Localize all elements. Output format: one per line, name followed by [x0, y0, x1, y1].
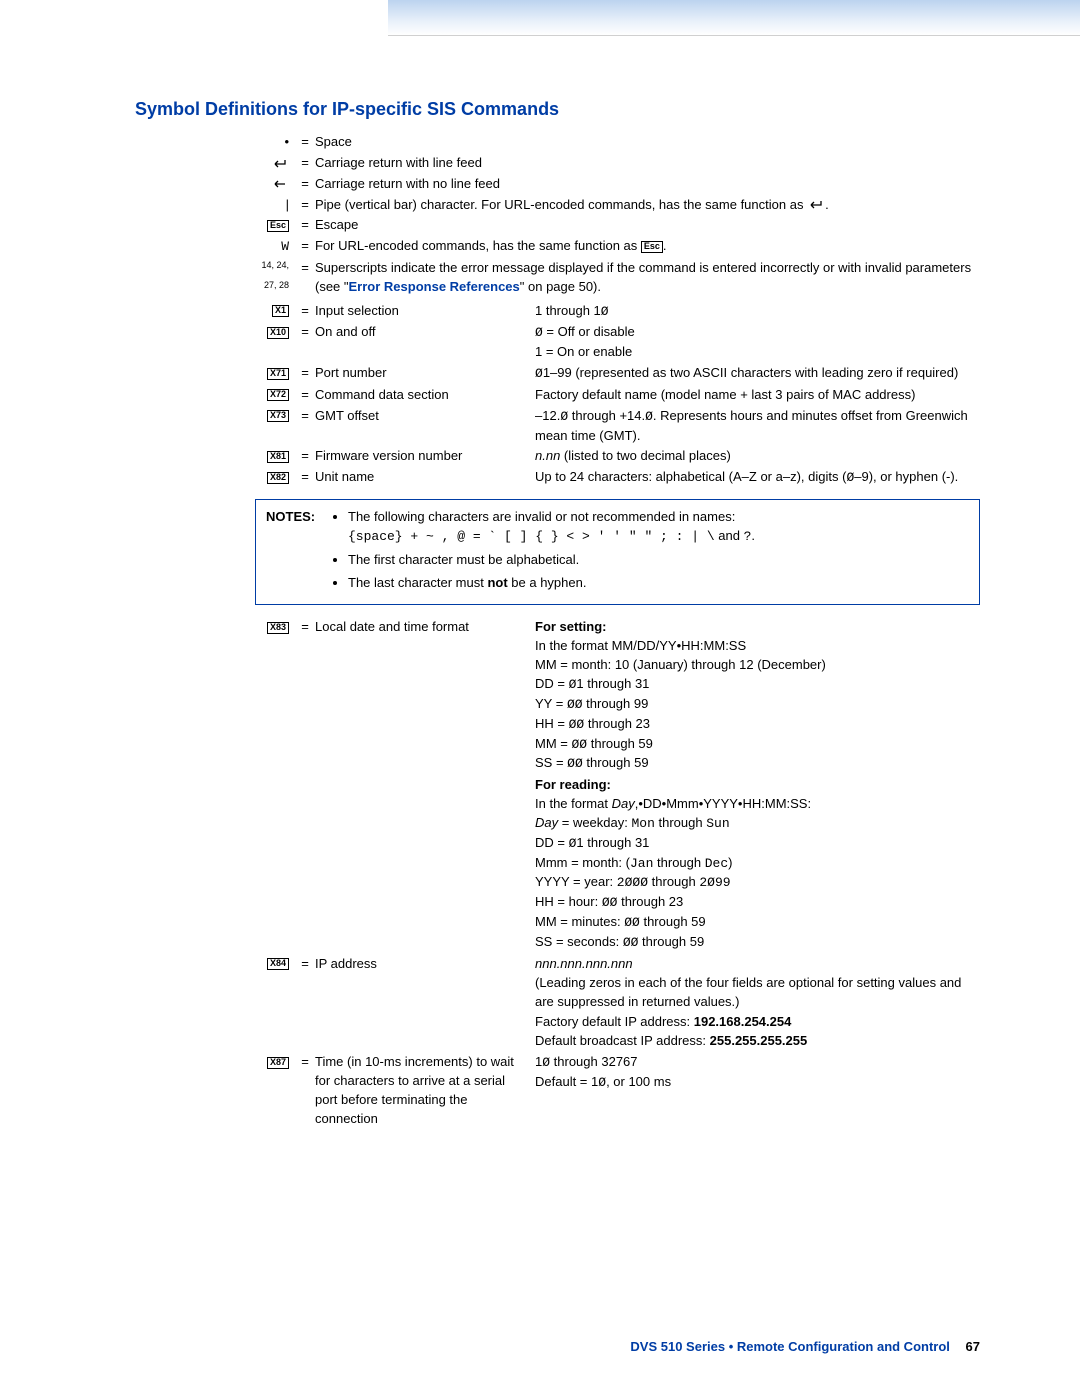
superscript-sym: 14, 24, 27, 28 [255, 259, 295, 299]
symbol-row: •=Space [255, 132, 980, 153]
superscript-desc: Superscripts indicate the error message … [315, 259, 980, 297]
definitions-block: •=Space=Carriage return with line feed=C… [255, 132, 980, 1129]
notes-list: The following characters are invalid or … [348, 508, 969, 592]
var-row: X84=IP addressnnn.nnn.nnn.nnn(Leading ze… [255, 954, 980, 1013]
basic-rows: •=Space=Carriage return with line feed=C… [255, 132, 980, 258]
section-heading: Symbol Definitions for IP-specific SIS C… [135, 96, 980, 122]
symbol-row: =Carriage return with no line feed [255, 174, 980, 195]
var-row: X71=Port numberØ1–99 (represented as two… [255, 363, 980, 385]
page-content: Symbol Definitions for IP-specific SIS C… [0, 36, 1080, 1169]
var-row: X81=Firmware version numbern.nn (listed … [255, 446, 980, 467]
var-row: Factory default IP address: 192.168.254.… [255, 1012, 980, 1052]
error-response-link[interactable]: Error Response References [349, 279, 520, 294]
symbol-row: =Carriage return with line feed [255, 153, 980, 174]
var-rows-1: X1=Input selection1 through 1ØX10=On and… [255, 301, 980, 490]
header-gradient [388, 0, 1080, 36]
var-rows-2: X83=Local date and time formatFor settin… [255, 617, 980, 1129]
var-row: X82=Unit nameUp to 24 characters: alphab… [255, 467, 980, 489]
notes-item: The following characters are invalid or … [348, 508, 969, 547]
var-row: X73=GMT offset–12.Ø through +14.Ø. Repre… [255, 406, 980, 447]
symbol-row: |=Pipe (vertical bar) character. For URL… [255, 195, 980, 216]
page-number: 67 [966, 1339, 980, 1354]
footer-text: DVS 510 Series • Remote Configuration an… [630, 1339, 950, 1354]
var-row: X10=On and offØ = Off or disable1 = On o… [255, 322, 980, 363]
notes-item: The first character must be alphabetical… [348, 551, 969, 570]
page-footer: DVS 510 Series • Remote Configuration an… [630, 1338, 980, 1357]
superscript-row: 14, 24, 27, 28 = Superscripts indicate t… [255, 258, 980, 300]
var-row: X72=Command data sectionFactory default … [255, 385, 980, 406]
notes-item: The last character must not be a hyphen. [348, 574, 969, 593]
symbol-row: W=For URL-encoded commands, has the same… [255, 236, 980, 258]
var-row: X83=Local date and time formatFor settin… [255, 617, 980, 775]
var-row: X1=Input selection1 through 1Ø [255, 301, 980, 323]
notes-label: NOTES: [266, 508, 315, 527]
notes-box: NOTES: The following characters are inva… [255, 499, 980, 605]
var-row: For reading:In the format Day,•DD•Mmm•YY… [255, 775, 980, 954]
var-row: X87=Time (in 10-ms increments) to wait f… [255, 1052, 980, 1129]
symbol-row: Esc=Escape [255, 215, 980, 236]
